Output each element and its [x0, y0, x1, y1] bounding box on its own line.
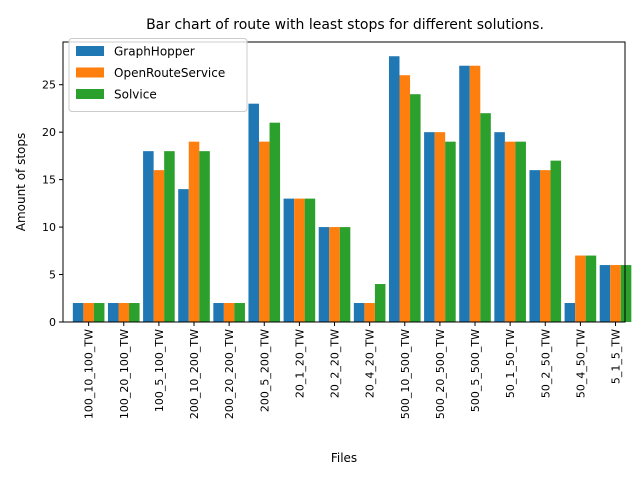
bar-openrouteservice-200_20_200_TW: [223, 303, 235, 322]
legend-label-solvice: Solvice: [114, 88, 157, 102]
bar-graphhopper-200_20_200_TW: [213, 303, 224, 322]
bar-solvice-20_4_20_TW: [374, 284, 386, 322]
bar-graphhopper-50_4_50_TW: [564, 303, 576, 322]
bar-graphhopper-20_4_20_TW: [353, 303, 365, 322]
x-tick-label: 5_1_5_TW: [610, 329, 623, 384]
axes-group: 0 5 10 15 20 25 100_10_100_TW 100_20_100_TW 100_…: [42, 41, 626, 419]
bar-openrouteservice-50_4_50_TW: [575, 255, 586, 322]
bar-solvice-500_20_500_TW: [445, 141, 456, 322]
x-tick-label: 100_20_100_TW: [118, 329, 131, 419]
bar-graphhopper-100_20_100_TW: [107, 303, 119, 322]
x-tick-label: 100_5_100_TW: [153, 329, 166, 412]
bar-openrouteservice-100_5_100_TW: [153, 170, 165, 322]
legend-swatch-openrouteservice: [76, 67, 104, 78]
y-axis-label: Amount of stops: [14, 133, 28, 232]
bar-graphhopper-50_1_50_TW: [494, 132, 505, 322]
bar-openrouteservice-20_1_20_TW: [294, 198, 305, 322]
bar-solvice-50_1_50_TW: [515, 141, 526, 322]
y-tick-label: 5: [49, 269, 56, 282]
bar-openrouteservice-100_10_100_TW: [83, 303, 94, 322]
bar-solvice-500_10_500_TW: [410, 94, 421, 322]
plot-frame: [62, 41, 626, 323]
x-tick-label: 50_1_50_TW: [504, 329, 517, 398]
x-tick-label: 200_10_200_TW: [188, 329, 201, 419]
bar-openrouteservice-20_4_20_TW: [364, 303, 375, 322]
bar-graphhopper-500_20_500_TW: [424, 132, 435, 322]
bar-openrouteservice-500_20_500_TW: [434, 132, 446, 322]
bar-openrouteservice-5_1_5_TW: [610, 265, 621, 322]
bar-openrouteservice-100_20_100_TW: [118, 303, 130, 322]
x-tick-label: 20_1_20_TW: [293, 329, 306, 398]
bar-solvice-50_4_50_TW: [585, 255, 597, 322]
bar-graphhopper-200_10_200_TW: [178, 189, 189, 322]
x-tick-label: 500_20_500_TW: [434, 329, 447, 419]
x-tick-label: 100_10_100_TW: [83, 329, 96, 419]
bar-solvice-500_5_500_TW: [480, 113, 491, 322]
bar-graphhopper-500_5_500_TW: [459, 65, 470, 322]
y-tick-label: 15: [42, 174, 56, 187]
bar-solvice-200_10_200_TW: [199, 151, 210, 322]
bar-graphhopper-20_2_20_TW: [318, 227, 330, 322]
bar-graphhopper-50_2_50_TW: [529, 170, 540, 322]
x-tick-label: 500_5_500_TW: [469, 329, 482, 412]
x-tick-label: 200_5_200_TW: [258, 329, 271, 412]
bar-solvice-5_1_5_TW: [620, 265, 632, 322]
bar-solvice-100_10_100_TW: [93, 303, 105, 322]
bar-openrouteservice-500_10_500_TW: [399, 75, 411, 322]
x-tick-label: 200_20_200_TW: [223, 329, 236, 419]
bar-graphhopper-5_1_5_TW: [599, 265, 611, 322]
bars-group: [72, 56, 632, 323]
bar-graphhopper-100_5_100_TW: [143, 151, 154, 322]
y-tick-label: 0: [49, 316, 56, 329]
x-axis-label: Files: [331, 451, 357, 465]
legend-swatch-graphhopper: [76, 46, 104, 56]
bar-solvice-200_5_200_TW: [269, 122, 281, 323]
x-tick-label: 20_4_20_TW: [364, 329, 377, 398]
bar-solvice-50_2_50_TW: [550, 160, 562, 322]
bar-openrouteservice-20_2_20_TW: [329, 227, 340, 322]
x-tick-label: 20_2_20_TW: [329, 329, 342, 398]
y-tick-label: 25: [42, 79, 56, 92]
x-tick-label: 50_2_50_TW: [539, 329, 552, 398]
bar-graphhopper-100_10_100_TW: [72, 303, 84, 322]
bar-openrouteservice-200_10_200_TW: [188, 141, 200, 322]
bar-graphhopper-200_5_200_TW: [248, 103, 259, 322]
bar-graphhopper-20_1_20_TW: [283, 198, 295, 322]
bar-solvice-200_20_200_TW: [234, 303, 245, 322]
legend-swatch-solvice: [76, 89, 104, 99]
bar-openrouteservice-50_2_50_TW: [540, 170, 551, 322]
bar-solvice-100_20_100_TW: [129, 303, 140, 322]
bar-solvice-20_2_20_TW: [339, 227, 351, 322]
bar-openrouteservice-200_5_200_TW: [259, 141, 270, 322]
bar-openrouteservice-500_5_500_TW: [469, 65, 481, 322]
legend-label-graphhopper: GraphHopper: [114, 45, 195, 59]
bar-solvice-100_5_100_TW: [164, 151, 175, 322]
x-tick-label: 50_4_50_TW: [574, 329, 587, 398]
x-tick-label: 500_10_500_TW: [399, 329, 412, 419]
y-tick-label: 10: [42, 221, 56, 234]
legend: GraphHopper OpenRouteService Solvice: [68, 38, 248, 112]
legend-frame: [68, 38, 248, 112]
legend-label-openrouteservice: OpenRouteService: [114, 66, 225, 80]
bar-graphhopper-500_10_500_TW: [388, 56, 400, 323]
y-tick-label: 20: [42, 126, 56, 139]
bar-solvice-20_1_20_TW: [304, 198, 316, 322]
chart-title: Bar chart of route with least stops for …: [146, 17, 544, 33]
bar-openrouteservice-50_1_50_TW: [504, 141, 516, 322]
